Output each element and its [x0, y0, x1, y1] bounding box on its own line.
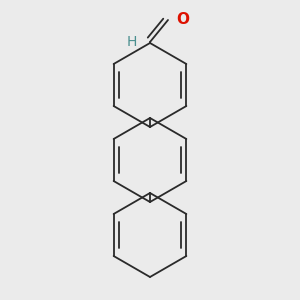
Text: O: O [176, 13, 189, 28]
Text: H: H [127, 35, 137, 49]
